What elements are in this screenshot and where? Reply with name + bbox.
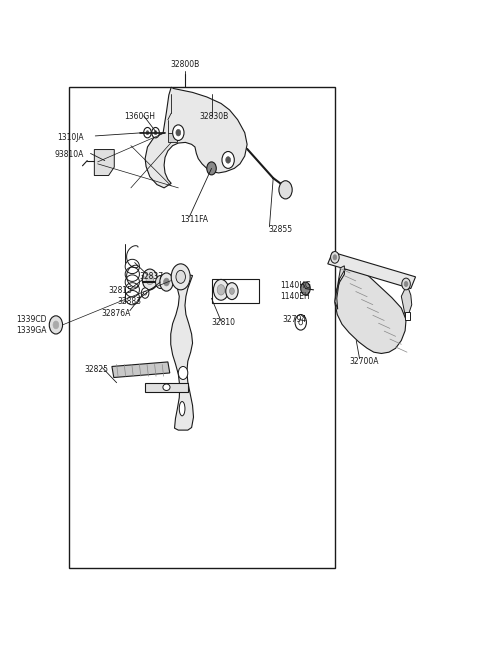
Circle shape: [154, 131, 157, 135]
Circle shape: [160, 273, 173, 291]
Text: 32855: 32855: [268, 225, 293, 234]
Polygon shape: [168, 133, 178, 142]
Polygon shape: [112, 362, 170, 377]
Text: 1140HG: 1140HG: [280, 281, 311, 290]
Circle shape: [171, 264, 190, 290]
Circle shape: [214, 280, 228, 300]
Circle shape: [141, 288, 149, 298]
Text: 32700A: 32700A: [349, 357, 379, 365]
Circle shape: [144, 128, 151, 138]
Polygon shape: [95, 149, 114, 176]
Circle shape: [152, 128, 159, 138]
Text: 32837: 32837: [139, 272, 164, 282]
Polygon shape: [145, 87, 247, 188]
Text: 1310JA: 1310JA: [57, 133, 84, 141]
Circle shape: [217, 285, 225, 295]
Polygon shape: [335, 268, 406, 354]
Text: 32800B: 32800B: [171, 60, 200, 69]
Ellipse shape: [163, 384, 170, 390]
Text: 1339GA: 1339GA: [16, 326, 47, 335]
Text: 32876A: 32876A: [101, 309, 131, 318]
Circle shape: [49, 316, 62, 334]
Polygon shape: [401, 289, 412, 320]
Circle shape: [173, 125, 184, 140]
Circle shape: [299, 320, 302, 325]
Circle shape: [226, 283, 238, 299]
Text: 32830B: 32830B: [200, 112, 229, 121]
Circle shape: [301, 282, 310, 295]
Circle shape: [144, 291, 146, 295]
Text: 1360GH: 1360GH: [124, 112, 155, 121]
Circle shape: [53, 321, 59, 329]
Polygon shape: [170, 274, 193, 430]
Circle shape: [207, 162, 216, 175]
Circle shape: [176, 130, 180, 136]
Text: 32810: 32810: [212, 318, 236, 328]
Polygon shape: [335, 266, 344, 309]
Circle shape: [142, 269, 157, 290]
Text: 1311FA: 1311FA: [180, 215, 209, 224]
Bar: [69, 87, 335, 568]
Text: 32815: 32815: [108, 286, 132, 295]
Text: 1140EH: 1140EH: [280, 292, 310, 301]
Text: 32825: 32825: [85, 365, 109, 374]
Polygon shape: [405, 312, 410, 320]
Circle shape: [176, 271, 185, 284]
Circle shape: [156, 276, 165, 289]
Text: 1339CD: 1339CD: [16, 314, 47, 324]
Circle shape: [179, 366, 188, 379]
Circle shape: [295, 314, 306, 330]
Circle shape: [279, 181, 292, 199]
Circle shape: [146, 131, 149, 135]
Text: 32883: 32883: [117, 297, 141, 306]
Circle shape: [402, 278, 410, 290]
Circle shape: [404, 282, 408, 287]
Circle shape: [333, 255, 337, 260]
Circle shape: [229, 288, 234, 294]
Circle shape: [226, 157, 230, 163]
Circle shape: [222, 151, 234, 168]
Polygon shape: [328, 252, 416, 289]
Text: 32794: 32794: [283, 315, 307, 324]
Ellipse shape: [179, 402, 185, 416]
Circle shape: [164, 278, 169, 286]
Text: 93810A: 93810A: [54, 149, 84, 159]
Polygon shape: [145, 383, 188, 392]
Circle shape: [331, 252, 339, 263]
Circle shape: [146, 274, 154, 285]
